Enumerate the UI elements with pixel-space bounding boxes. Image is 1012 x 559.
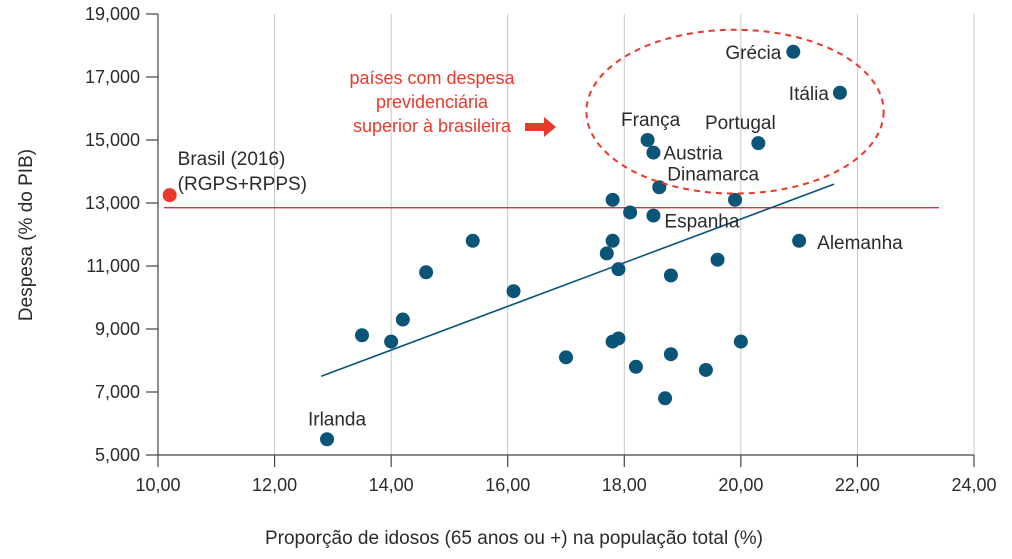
point-label: Alemanha — [817, 233, 903, 254]
data-point — [658, 391, 673, 406]
data-point — [559, 350, 573, 365]
x-tick-label: 16,00 — [485, 475, 530, 495]
annotation-text: previdenciária — [376, 92, 489, 112]
annotation-layer: países com despesa previdenciária superior… — [349, 28, 885, 195]
label-layer: Grécia Itália França Portugal AustriaDinamar… — [178, 43, 903, 430]
y-tick-label: 9,000 — [95, 319, 140, 339]
data-point — [506, 284, 521, 299]
point-label: Grécia — [725, 43, 781, 64]
data-point — [663, 268, 678, 283]
data-point — [733, 334, 748, 349]
annotation-arrow — [525, 117, 556, 137]
y-tick-label: 11,000 — [86, 256, 140, 276]
data-point — [628, 359, 643, 374]
data-point — [384, 334, 399, 349]
data-point — [710, 252, 725, 267]
brazil-label: Brasil (2016) — [178, 149, 286, 170]
data-point — [611, 262, 626, 277]
point-label: Espanha — [664, 212, 739, 233]
x-axis-title: Proporção de idosos (65 anos ou +) na po… — [265, 528, 763, 549]
data-point — [355, 328, 369, 343]
y-tick-label: 19,000 — [85, 4, 140, 24]
data-point — [652, 180, 667, 195]
data-point — [605, 192, 620, 207]
data-point — [605, 233, 620, 248]
grid-layer — [274, 14, 975, 455]
trend-line — [320, 183, 835, 377]
x-tick-label: 18,00 — [602, 475, 647, 495]
data-point — [465, 233, 480, 248]
data-point — [792, 233, 807, 248]
data-point — [728, 192, 743, 207]
data-point — [646, 208, 661, 223]
annotation-text: superior à brasileira — [353, 116, 512, 136]
data-point — [395, 312, 410, 327]
y-tick-label: 7,000 — [95, 382, 140, 402]
point-label: Austria — [663, 144, 723, 165]
data-point — [623, 205, 638, 220]
data-point — [599, 246, 614, 261]
points-layer — [162, 44, 847, 447]
x-tick-label: 20,00 — [718, 475, 763, 495]
point-label: Portugal — [705, 113, 776, 134]
x-tick-label: 14,00 — [369, 475, 414, 495]
data-point — [640, 133, 655, 147]
data-point — [832, 85, 847, 100]
y-axis-title: Despesa (% do PIB) — [16, 149, 37, 321]
y-tick-label: 13,000 — [85, 193, 140, 213]
data-point — [786, 44, 801, 59]
annotation-text: países com despesa — [349, 68, 515, 88]
point-label: Irlanda — [308, 409, 367, 430]
data-point — [751, 136, 766, 151]
x-tick-label: 12,00 — [252, 475, 297, 495]
data-point — [419, 265, 434, 280]
point-label: França — [621, 110, 681, 131]
point-label: Itália — [789, 84, 830, 105]
data-point — [663, 347, 678, 362]
data-point — [698, 362, 713, 377]
x-tick-label: 24,00 — [951, 475, 996, 495]
x-tick-label: 22,00 — [835, 475, 880, 495]
y-tick-label: 5,000 — [95, 445, 140, 465]
brazil-label: (RGPS+RPPS) — [178, 174, 307, 195]
x-tick-label: 10,00 — [135, 475, 180, 495]
y-tick-label: 15,000 — [85, 130, 140, 150]
data-point — [646, 145, 661, 160]
data-point — [320, 432, 335, 447]
axis-layer: 5,000 7,000 9,000 11,000 13,000 15,000 17,000 1… — [85, 4, 997, 495]
trend-layer — [320, 183, 835, 377]
highlight-ellipse — [585, 28, 885, 195]
y-tick-label: 17,000 — [85, 67, 140, 87]
brazil-point — [162, 188, 177, 203]
point-label: Dinamarca — [667, 164, 759, 185]
data-point — [611, 331, 626, 346]
